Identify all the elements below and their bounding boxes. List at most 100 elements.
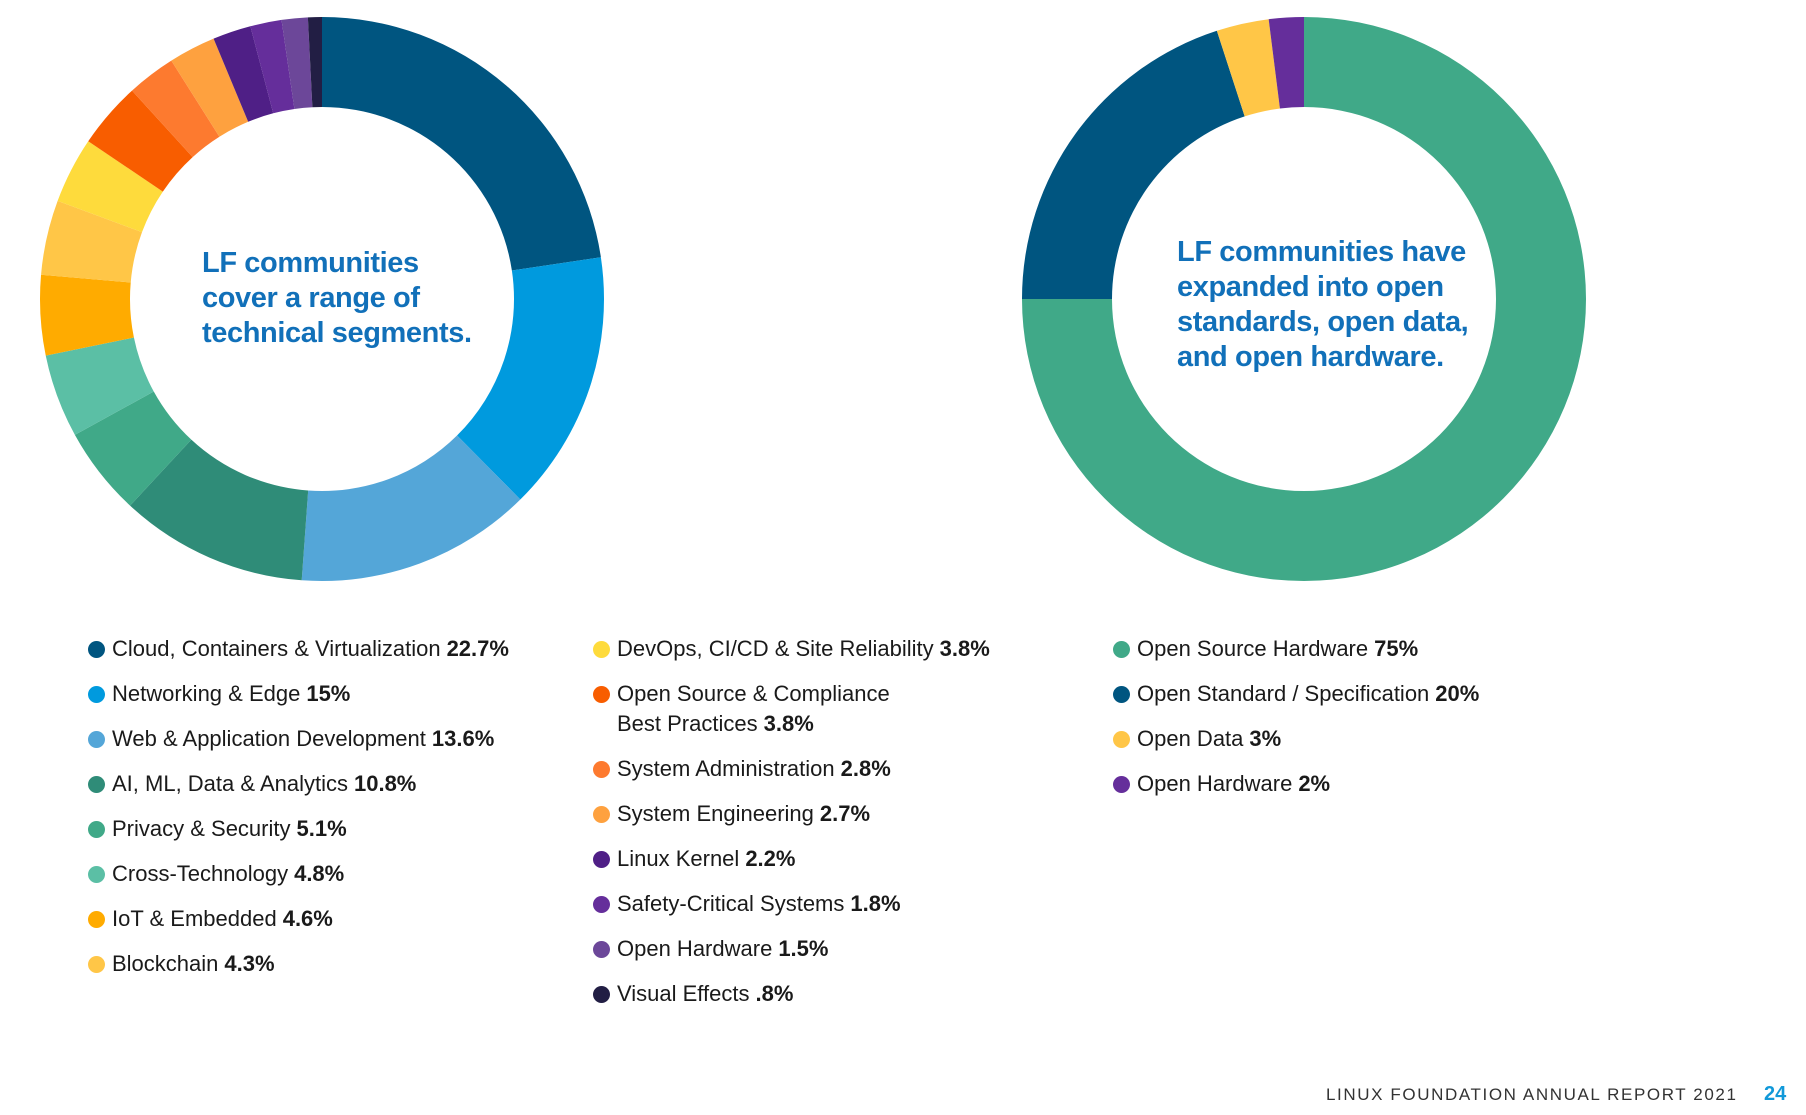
legend-label: Linux Kernel <box>617 846 740 871</box>
legend-label: Cross-Technology <box>112 861 289 886</box>
donut-slice-11 <box>171 38 249 137</box>
donut-slice-10 <box>132 60 220 158</box>
legend-label: System Engineering <box>617 801 814 826</box>
donut-slice-1 <box>457 257 604 500</box>
donut-slice-3 <box>130 439 309 581</box>
legend-swatch <box>593 986 610 1003</box>
center-title-line: expanded into open <box>1177 271 1444 303</box>
legend-item: DevOps, CI/CD & Site Reliability 3.8% <box>593 634 1013 664</box>
donut-slice-1 <box>1022 30 1245 299</box>
center-title-line: LF communities have <box>1177 236 1466 268</box>
legend-item: Visual Effects .8% <box>593 979 1013 1009</box>
center-title-line: technical segments. <box>202 317 472 349</box>
donut-slice-7 <box>41 200 143 283</box>
legend-value: .8% <box>755 981 794 1006</box>
donut-slice-12 <box>213 26 274 122</box>
page-number: 24 <box>1764 1083 1787 1105</box>
legend-value: 5.1% <box>296 816 347 841</box>
legend-swatch <box>593 806 610 823</box>
legend-swatch <box>1113 686 1130 703</box>
donut-slice-6 <box>39 274 134 356</box>
legend-value: 3.8% <box>763 711 814 736</box>
donut-slice-0 <box>322 17 601 271</box>
legend-swatch <box>593 686 610 703</box>
legend-item: Open Hardware 2% <box>1113 769 1533 799</box>
legend-value: 20% <box>1435 681 1480 706</box>
legend-swatch <box>88 776 105 793</box>
legend-value: 75% <box>1374 636 1419 661</box>
legend-swatch <box>593 896 610 913</box>
center-title-line: and open hardware. <box>1177 341 1444 373</box>
legend-label: Open Source Hardware <box>1137 636 1369 661</box>
legend-label: Web & Application Development <box>112 726 426 751</box>
legend-item: IoT & Embedded 4.6% <box>88 904 548 934</box>
legend-swatch <box>88 686 105 703</box>
legend-label: Safety-Critical Systems <box>617 891 845 916</box>
donut-chart-open-standards <box>1022 17 1586 581</box>
legend-label: Open Source & Compliance Best Practices <box>617 681 890 736</box>
legend-label: Open Standard / Specification <box>1137 681 1430 706</box>
legend-value: 13.6% <box>431 726 495 751</box>
legend-label: Cloud, Containers & Virtualization <box>112 636 441 661</box>
legend-value: 22.7% <box>446 636 509 661</box>
legend-item: Safety-Critical Systems 1.8% <box>593 889 1013 919</box>
legend-value: 2.2% <box>745 846 796 871</box>
legend-column-2: DevOps, CI/CD & Site Reliability 3.8% Open… <box>593 634 1013 1024</box>
legend-value: 1.5% <box>778 936 829 961</box>
legend-label: Open Hardware <box>1137 771 1293 796</box>
donut-slice-13 <box>250 19 295 114</box>
donut-center-title-right: LF communities have expanded into open s… <box>1177 235 1517 375</box>
legend-swatch <box>1113 776 1130 793</box>
legend-swatch <box>1113 731 1130 748</box>
center-title-line: standards, open data, <box>1177 306 1469 338</box>
donut-slice-9 <box>88 90 193 192</box>
legend-value: 2.8% <box>840 756 891 781</box>
legend-swatch <box>88 731 105 748</box>
legend-item: Web & Application Development 13.6% <box>88 724 548 754</box>
legend-value: 10.8% <box>353 771 417 796</box>
legend-value: 1.8% <box>850 891 901 916</box>
donut-chart-technical-segments <box>39 17 604 581</box>
legend-item: Privacy & Security 5.1% <box>88 814 548 844</box>
legend-swatch <box>593 761 610 778</box>
footer-report-title: LINUX FOUNDATION ANNUAL REPORT 2021 <box>1326 1085 1738 1104</box>
legend-label: Networking & Edge <box>112 681 301 706</box>
legend-item: AI, ML, Data & Analytics 10.8% <box>88 769 548 799</box>
donut-slice-3 <box>1268 17 1304 109</box>
legend-item: System Engineering 2.7% <box>593 799 1013 829</box>
legend-item: Linux Kernel 2.2% <box>593 844 1013 874</box>
legend-column-1: Cloud, Containers & Virtualization 22.7% N… <box>88 634 548 994</box>
center-title-line: LF communities <box>202 247 419 279</box>
legend-label: Open Data <box>1137 726 1244 751</box>
legend-value: 3% <box>1249 726 1282 751</box>
legend-item: Networking & Edge 15% <box>88 679 548 709</box>
legend-item: Open Data 3% <box>1113 724 1533 754</box>
legend-item: Open Standard / Specification 20% <box>1113 679 1533 709</box>
legend-label: IoT & Embedded <box>112 906 277 931</box>
legend-value: 2.7% <box>819 801 871 826</box>
legend-label: Visual Effects <box>617 981 750 1006</box>
legend-label: Open Hardware <box>617 936 773 961</box>
legend-label: Blockchain <box>112 951 219 976</box>
center-title-line: cover a range of <box>202 282 420 314</box>
donut-slice-5 <box>45 337 154 435</box>
legend-value: 2% <box>1298 771 1331 796</box>
legend-swatch <box>593 851 610 868</box>
donut-center-title-left: LF communities cover a range of technica… <box>202 246 522 351</box>
legend-value: 15% <box>306 681 351 706</box>
legend-item: Blockchain 4.3% <box>88 949 548 979</box>
legend-value: 3.8% <box>939 636 990 661</box>
legend-swatch <box>88 866 105 883</box>
legend-column-3: Open Source Hardware 75% Open Standard / S… <box>1113 634 1533 814</box>
donut-slice-15 <box>307 17 322 108</box>
legend-label: System Administration <box>617 756 835 781</box>
legend-swatch <box>88 956 105 973</box>
legend-value: 4.8% <box>294 861 345 886</box>
legend-swatch <box>88 821 105 838</box>
donut-slice-2 <box>301 435 521 581</box>
legend-item: Open Hardware 1.5% <box>593 934 1013 964</box>
donut-slice-0 <box>1022 17 1586 581</box>
legend-swatch <box>1113 641 1130 658</box>
legend-label: DevOps, CI/CD & Site Reliability <box>617 636 934 661</box>
legend-label: Privacy & Security <box>112 816 291 841</box>
